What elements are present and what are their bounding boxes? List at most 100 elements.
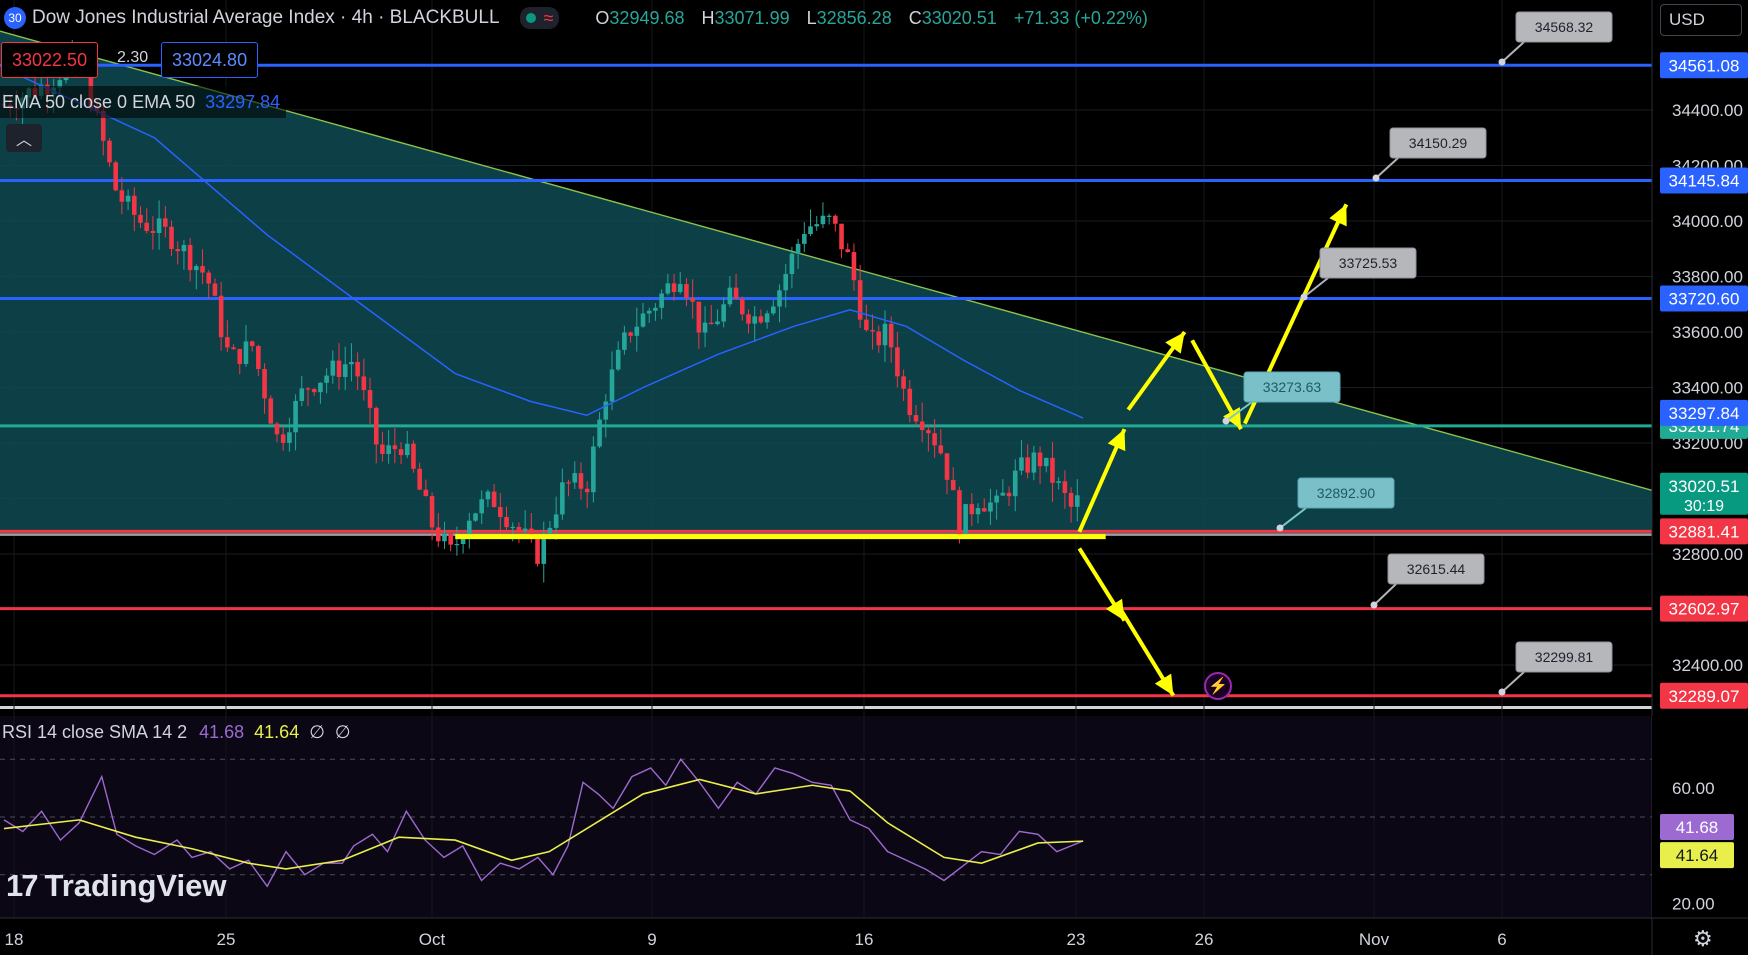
candle-up <box>795 238 801 269</box>
tradingview-logo-icon: 17 <box>6 868 39 903</box>
candle-down <box>206 270 212 299</box>
candle-body <box>144 222 149 231</box>
candle-body <box>187 244 193 271</box>
candle-down <box>969 493 975 527</box>
candle-up <box>826 213 832 225</box>
price-axis-tick: 34400.00 <box>1672 101 1743 120</box>
collapse-legend-button[interactable]: ︿ <box>6 124 42 152</box>
callout-box <box>1319 247 1417 279</box>
candle-up <box>572 461 578 489</box>
candle-up <box>194 264 199 290</box>
price-tag-label: 32289.07 <box>1669 687 1740 706</box>
candle-body <box>727 287 733 305</box>
time-axis-label: 25 <box>217 930 236 949</box>
candle-down <box>256 344 261 376</box>
ohlc-values: O32949.68 H33071.99 L32856.28 C33020.51 … <box>595 8 1160 29</box>
ohlc-low-value: 32856.28 <box>816 7 892 28</box>
candle-body <box>752 316 757 324</box>
candle-body <box>826 215 832 217</box>
buy-button[interactable]: 33024.80 <box>161 42 259 78</box>
candle-down <box>746 309 751 334</box>
candle-body <box>659 293 664 308</box>
candle-down <box>733 273 739 300</box>
ohlc-change-value: +71.33 (+0.22%) <box>1013 7 1148 28</box>
level-callout: 34568.32 <box>1498 11 1613 66</box>
candle-body <box>181 244 187 252</box>
callout-label: 32615.44 <box>1407 561 1466 577</box>
callout-box <box>1389 127 1487 159</box>
candle-down <box>919 402 925 443</box>
price-tag <box>1660 595 1748 622</box>
ema-value: 33297.84 <box>205 91 281 112</box>
rsi-pane-background <box>0 716 1652 918</box>
candle-up <box>560 468 565 520</box>
symbol-title[interactable]: Dow Jones Industrial Average Index · 4h … <box>32 7 500 28</box>
candle-up <box>702 306 708 348</box>
candle-body <box>460 538 466 544</box>
candle-body <box>138 214 143 223</box>
candle-down <box>628 331 633 343</box>
candle-body <box>702 322 708 333</box>
candle-body <box>671 283 677 292</box>
candle-up <box>802 222 807 253</box>
candle-up <box>622 325 627 355</box>
candle-body <box>597 419 602 447</box>
candle-down <box>274 421 280 443</box>
sell-button[interactable]: 33022.50 <box>1 42 99 78</box>
candle-up <box>659 289 664 320</box>
candle-up <box>156 200 162 250</box>
price-tag <box>1660 167 1748 194</box>
callout-label: 32299.81 <box>1535 649 1594 665</box>
price-axis-tick: 33600.00 <box>1672 323 1743 342</box>
candle-body <box>243 341 249 364</box>
candle-body <box>628 332 633 336</box>
candle-body <box>1006 492 1012 497</box>
candle-down <box>411 440 416 473</box>
candle-down <box>175 241 181 265</box>
chart-header: 30 Dow Jones Industrial Average Index · … <box>0 0 1160 36</box>
price-tag-label: 32881.41 <box>1669 522 1740 541</box>
candle-down <box>578 462 584 500</box>
currency-select[interactable]: USD <box>1660 4 1742 36</box>
chart-settings-icon[interactable]: ⚙ <box>1693 926 1713 951</box>
price-axis-tick: 33400.00 <box>1672 379 1743 398</box>
candle-down <box>218 282 224 351</box>
candle-body <box>485 491 491 500</box>
candle-up <box>287 417 292 452</box>
lightning-alert-icon[interactable]: ⚡ <box>1204 672 1232 700</box>
candle-down <box>423 479 429 497</box>
candle-body <box>392 445 398 450</box>
candle-body <box>423 489 429 497</box>
candle-up <box>386 430 391 464</box>
candle-up <box>553 496 559 540</box>
candle-body <box>653 307 658 311</box>
tradingview-logo[interactable]: 17 TradingView <box>6 868 227 904</box>
candle-down <box>876 325 882 353</box>
level-callout: 32299.81 <box>1498 641 1613 696</box>
callout-box <box>1515 641 1613 673</box>
candle-down <box>845 243 851 253</box>
rsi-na-2: ∅ <box>334 721 351 742</box>
candle-down <box>249 340 255 352</box>
candle-body <box>1037 452 1043 467</box>
candle-down <box>392 428 398 464</box>
candle-body <box>293 400 298 433</box>
market-status-pill[interactable]: ≈ <box>519 7 560 29</box>
candle-body <box>851 252 857 281</box>
candle-body <box>957 490 962 538</box>
candle-body <box>268 398 274 424</box>
price-tag-label: 32602.97 <box>1669 600 1740 619</box>
candle-down <box>491 483 497 508</box>
candle-body <box>100 110 106 141</box>
candle-body <box>510 526 516 529</box>
candle-body <box>839 223 844 250</box>
candle-up <box>404 430 410 459</box>
ohlc-high-key: H <box>701 7 715 28</box>
candle-body <box>864 319 869 331</box>
symbol-badge[interactable]: 30 <box>4 7 26 29</box>
candle-down <box>938 428 944 456</box>
rsi-legend[interactable]: RSI 14 close SMA 14 2 41.68 41.64 ∅ ∅ <box>0 716 357 748</box>
candle-body <box>783 274 789 291</box>
ema-legend[interactable]: EMA 50 close 0 EMA 50 33297.84 <box>0 86 287 118</box>
